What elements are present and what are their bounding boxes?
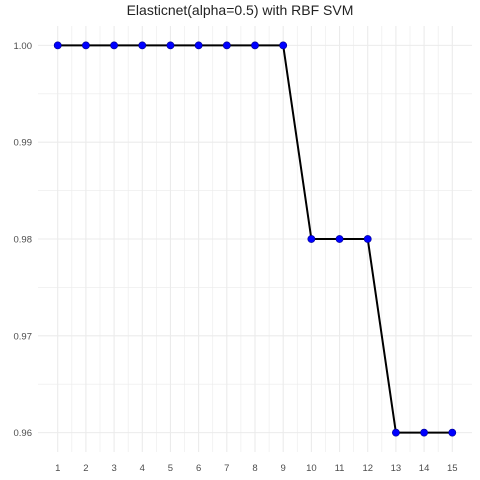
x-tick-label: 4 (140, 463, 145, 474)
data-point (82, 41, 90, 50)
x-tick-label: 12 (362, 463, 373, 474)
x-tick-label: 3 (111, 463, 116, 474)
x-tick-label: 1 (55, 463, 60, 474)
y-tick-label: 1.00 (14, 41, 33, 52)
data-point (392, 428, 400, 437)
data-point (448, 428, 457, 437)
y-tick-label: 0.97 (14, 331, 33, 342)
x-tick-label: 5 (168, 463, 173, 474)
x-tick-label: 7 (224, 463, 229, 474)
data-point (166, 41, 175, 50)
data-point (335, 235, 344, 243)
x-tick-label: 15 (447, 463, 458, 474)
data-point (222, 41, 231, 50)
data-point (307, 235, 316, 243)
series-points (53, 41, 457, 437)
y-tick-label: 0.96 (14, 428, 33, 439)
data-point (53, 41, 62, 50)
x-tick-label: 8 (252, 463, 257, 474)
axis-tick-labels: 1 2 3 4 5 6 7 8 9 10 11 12 13 14 150.960.970.980.991.0… (14, 41, 458, 474)
data-point (279, 41, 288, 50)
x-tick-label: 2 (83, 463, 88, 474)
x-tick-label: 9 (281, 463, 286, 474)
y-tick-label: 0.99 (14, 138, 33, 149)
data-point (194, 41, 203, 50)
data-point (420, 428, 428, 437)
x-tick-label: 10 (306, 463, 317, 474)
data-point (363, 235, 372, 243)
y-tick-label: 0.98 (14, 235, 33, 246)
x-tick-label: 11 (335, 463, 345, 474)
data-point (251, 41, 259, 50)
data-point (110, 41, 118, 50)
x-tick-label: 6 (196, 463, 201, 474)
x-tick-label: 14 (419, 463, 430, 474)
chart-title: Elasticnet(alpha=0.5) with RBF SVM (126, 2, 354, 18)
x-tick-label: 13 (391, 463, 402, 474)
data-point (138, 41, 147, 50)
grid-lines (38, 26, 472, 452)
